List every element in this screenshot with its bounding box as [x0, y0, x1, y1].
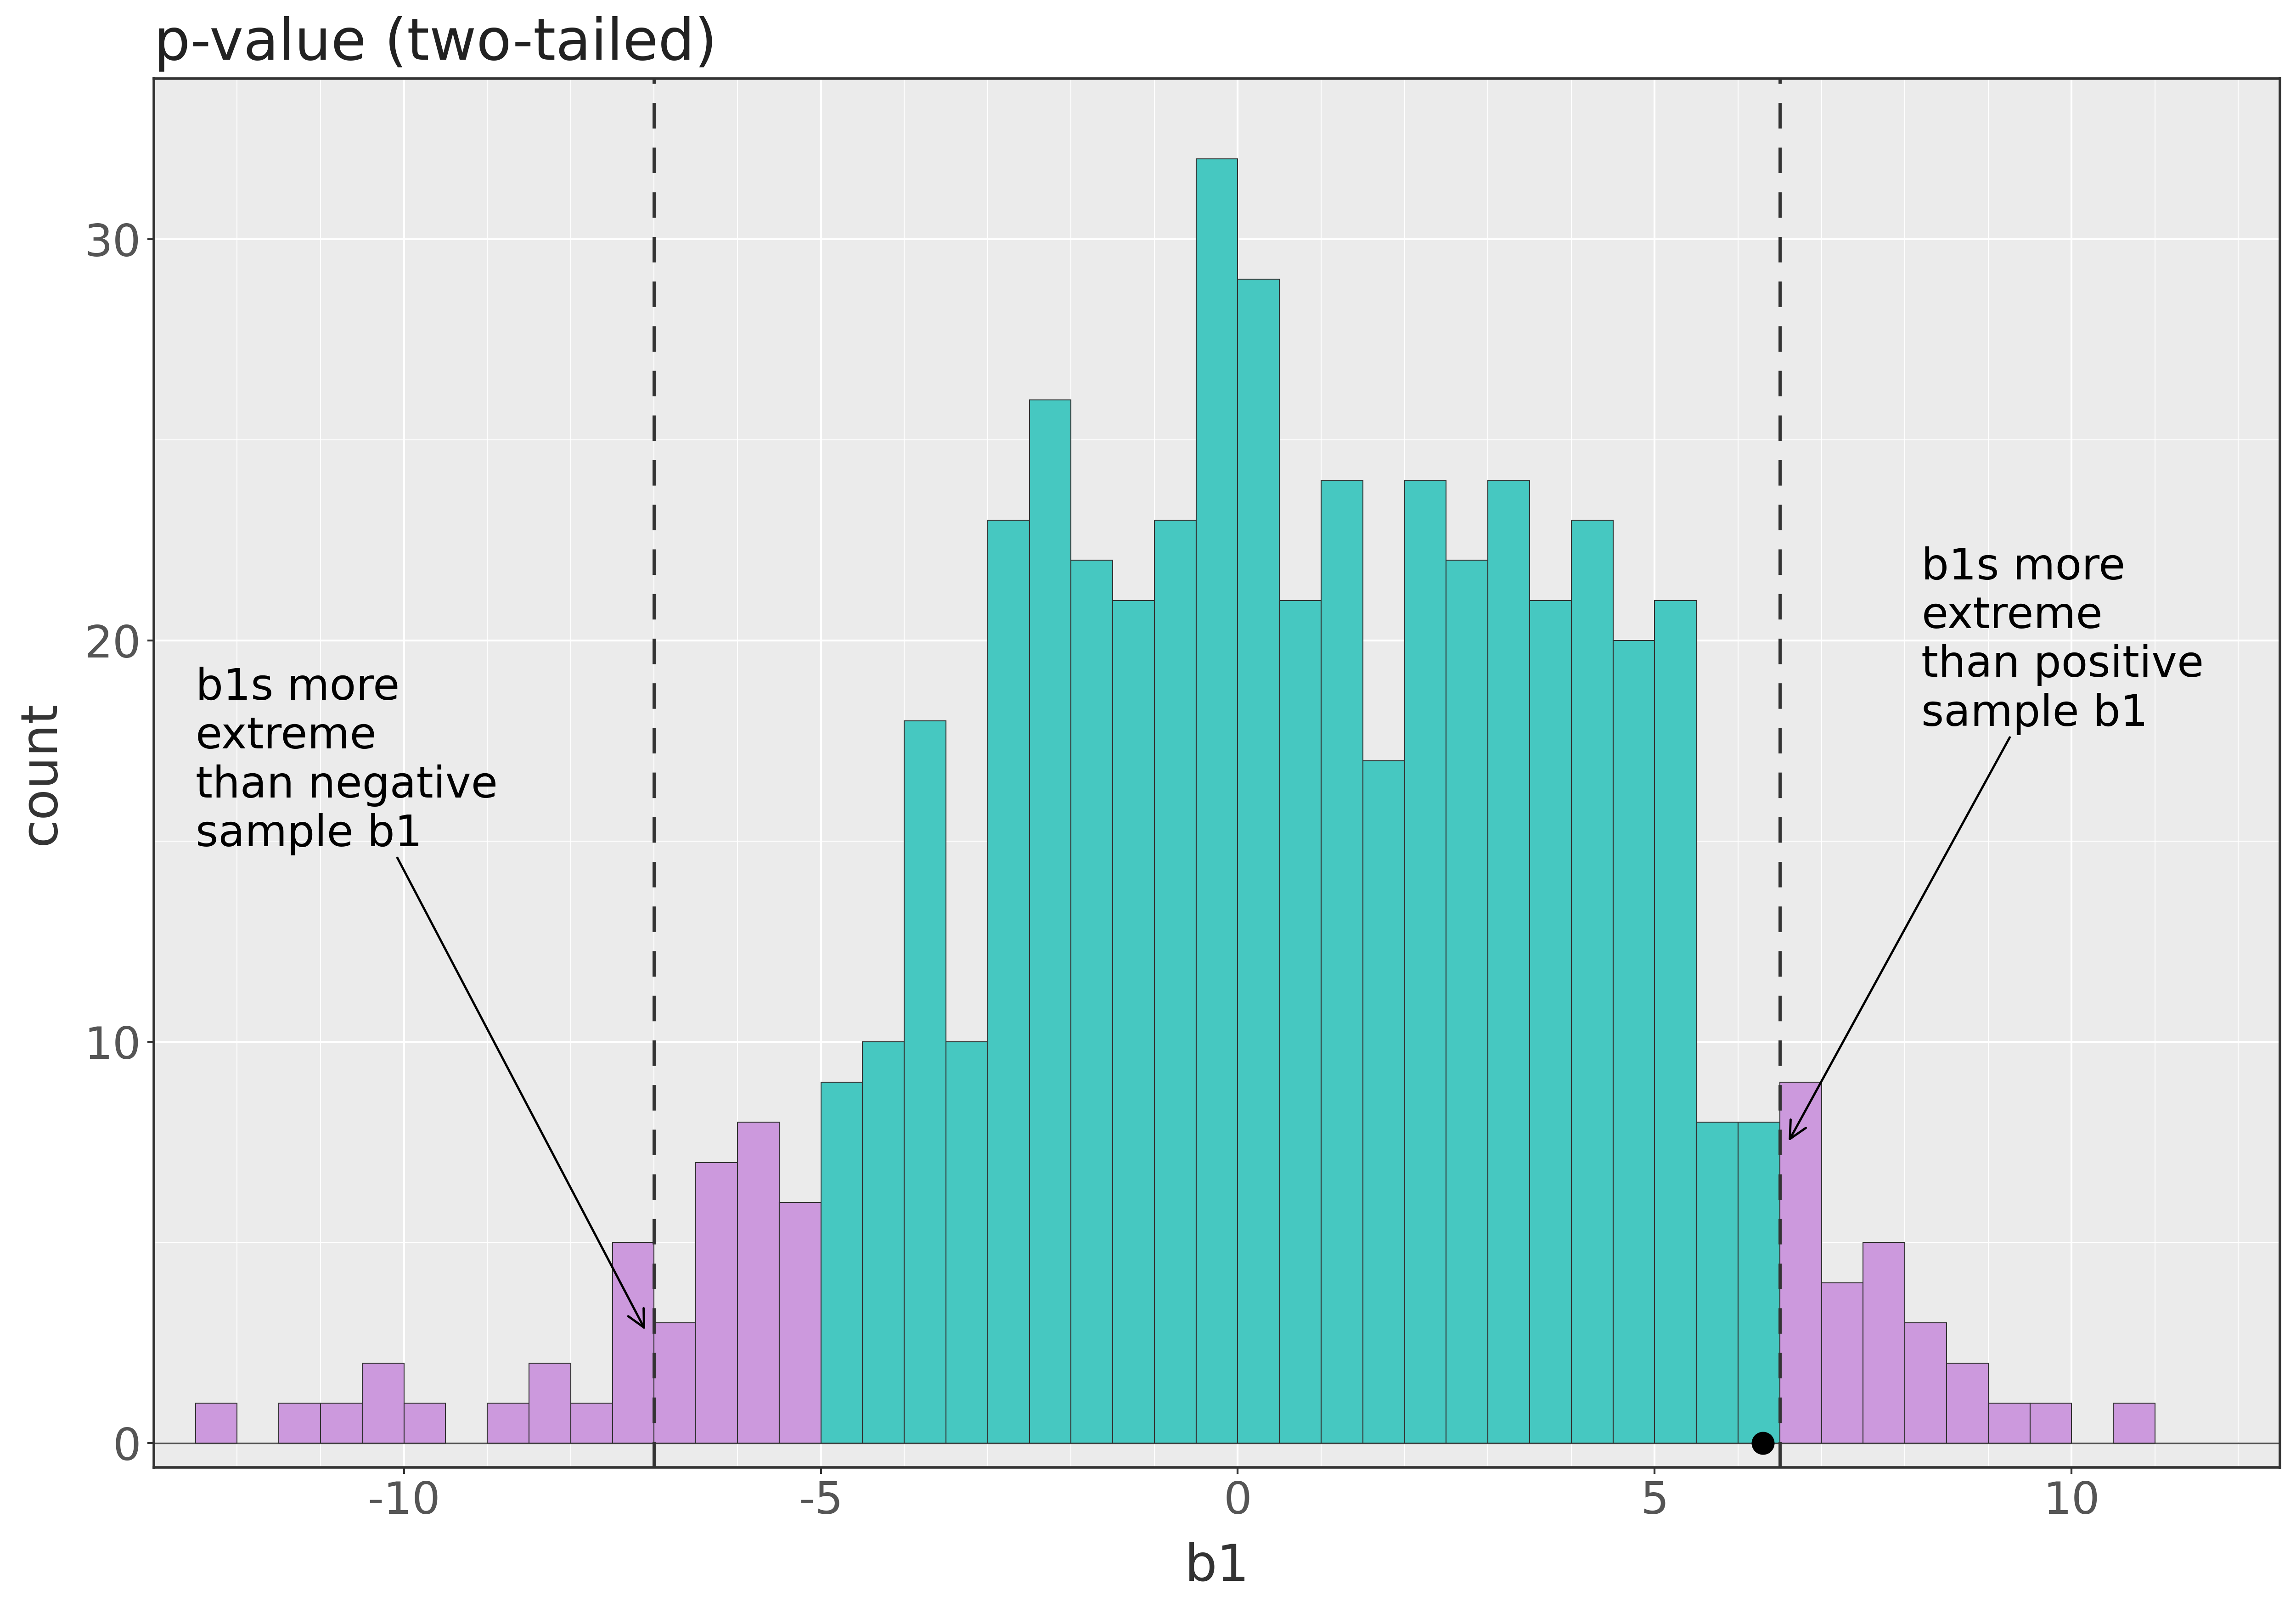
- Bar: [1488, 480, 1529, 1443]
- Bar: [1405, 480, 1446, 1443]
- Bar: [987, 521, 1029, 1443]
- Bar: [321, 1403, 363, 1443]
- Bar: [1155, 521, 1196, 1443]
- Bar: [404, 1403, 445, 1443]
- Bar: [1821, 1282, 1862, 1443]
- Bar: [2030, 1403, 2071, 1443]
- Text: b1s more
extreme
than negative
sample b1: b1s more extreme than negative sample b1: [195, 667, 643, 1327]
- Bar: [528, 1363, 572, 1443]
- Bar: [1114, 601, 1155, 1443]
- Bar: [1614, 641, 1655, 1443]
- Bar: [613, 1242, 654, 1443]
- Bar: [1988, 1403, 2030, 1443]
- Bar: [737, 1122, 778, 1443]
- Bar: [278, 1403, 321, 1443]
- Y-axis label: count: count: [16, 701, 64, 845]
- Bar: [363, 1363, 404, 1443]
- Text: p-value (two-tailed): p-value (two-tailed): [154, 16, 716, 71]
- Bar: [1655, 601, 1697, 1443]
- Bar: [946, 1041, 987, 1443]
- Bar: [1279, 601, 1320, 1443]
- Bar: [905, 722, 946, 1443]
- Bar: [696, 1162, 737, 1443]
- Bar: [1364, 762, 1405, 1443]
- Text: b1s more
extreme
than positive
sample b1: b1s more extreme than positive sample b1: [1791, 546, 2204, 1139]
- Bar: [487, 1403, 528, 1443]
- Bar: [1070, 561, 1114, 1443]
- Bar: [1029, 400, 1070, 1443]
- Bar: [1238, 280, 1279, 1443]
- Bar: [654, 1323, 696, 1443]
- Bar: [1196, 159, 1238, 1443]
- Bar: [1779, 1082, 1821, 1443]
- Bar: [2112, 1403, 2156, 1443]
- Bar: [1947, 1363, 1988, 1443]
- Bar: [1570, 521, 1614, 1443]
- Bar: [822, 1082, 863, 1443]
- Bar: [1446, 561, 1488, 1443]
- Bar: [195, 1403, 236, 1443]
- Bar: [1906, 1323, 1947, 1443]
- Bar: [1697, 1122, 1738, 1443]
- Bar: [863, 1041, 905, 1443]
- X-axis label: b1: b1: [1185, 1543, 1249, 1591]
- Bar: [1529, 601, 1570, 1443]
- Bar: [778, 1202, 822, 1443]
- Bar: [1738, 1122, 1779, 1443]
- Bar: [1862, 1242, 1906, 1443]
- Bar: [572, 1403, 613, 1443]
- Bar: [1320, 480, 1364, 1443]
